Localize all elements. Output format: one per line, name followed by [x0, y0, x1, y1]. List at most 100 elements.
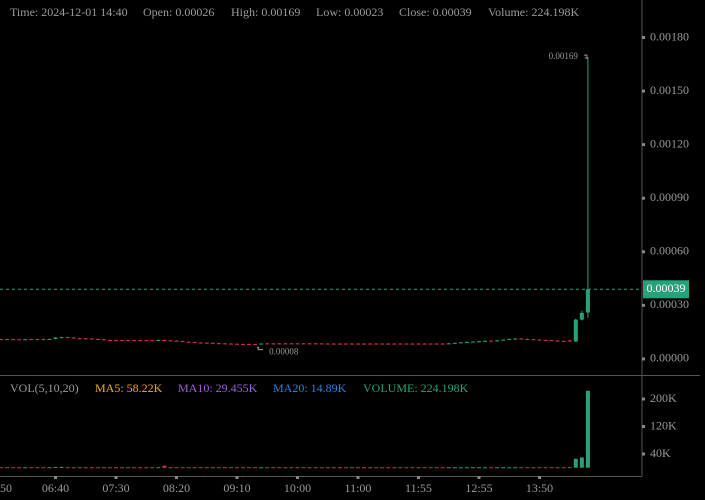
candle-body: [289, 343, 294, 345]
candle-body: [198, 342, 203, 344]
candle-body: [579, 312, 584, 320]
volume-bar: [204, 467, 209, 469]
candle-body: [295, 343, 300, 345]
x-tick-mark: [235, 476, 239, 479]
volume-bar: [295, 467, 300, 469]
candle-body: [126, 340, 131, 342]
volume-bar: [434, 467, 439, 469]
volume-bar: [198, 467, 203, 469]
volume-bar: [35, 467, 40, 469]
volume-bar: [477, 467, 481, 469]
x-tick-mark: [54, 476, 57, 479]
info-bar: Time: 2024-12-01 14:40 Open: 0.00026 High:…: [10, 5, 579, 19]
volume-bar: [483, 467, 488, 469]
y-tick-label: 0.00150: [650, 83, 689, 97]
candle-body: [519, 338, 524, 340]
volume-bar: [271, 467, 276, 469]
volume-bar: [313, 467, 318, 469]
volume-bar: [380, 467, 385, 469]
candle-body: [29, 339, 34, 341]
legend-value: 58.22K: [127, 381, 163, 395]
candle-body: [392, 343, 397, 345]
y-tick-label: 0.00090: [650, 190, 689, 204]
candle-body: [561, 340, 566, 342]
volume-bar: [41, 467, 46, 469]
legend-label: VOLUME:: [363, 381, 418, 395]
candle-body: [489, 340, 494, 342]
volume-bar: [368, 467, 373, 469]
info-item: High: 0.00169: [231, 5, 300, 19]
volume-bar: [283, 467, 288, 469]
volume-bar: [573, 458, 578, 468]
candle-body: [537, 339, 542, 341]
candle-body: [446, 343, 451, 345]
x-tick-label: 10:00: [284, 481, 311, 495]
candle-body: [416, 343, 421, 345]
volume-bar: [83, 467, 88, 469]
candle-body: [271, 343, 276, 345]
candle-body: [216, 343, 221, 345]
candle-body: [83, 338, 88, 340]
info-value: 0.00026: [175, 5, 214, 19]
x-tick-label: 07:30: [102, 481, 129, 495]
candle-body: [549, 340, 554, 342]
candle-body: [374, 343, 379, 345]
volume-bar: [392, 467, 397, 469]
candle-body: [513, 338, 518, 340]
volume-bar: [440, 467, 445, 469]
volume-bar: [210, 467, 215, 469]
candle-body: [0, 339, 4, 341]
y-tick-mark: [642, 143, 645, 147]
x-tick-mark: [538, 476, 541, 479]
y-tick-mark: [642, 89, 645, 93]
last-price-box: [643, 280, 689, 299]
volume-bar: [325, 467, 330, 469]
candle-body: [5, 339, 10, 341]
volume-bar: [307, 467, 312, 469]
volume-bar: [247, 467, 252, 469]
candle-body: [525, 338, 530, 340]
volume-bar: [95, 467, 100, 469]
x-tick-label: 09:10: [223, 481, 250, 495]
volume-bar: [470, 467, 475, 469]
candle-body: [53, 337, 58, 339]
candle-body: [319, 343, 324, 345]
volume-bar: [531, 467, 536, 469]
candle-body: [168, 340, 173, 342]
candle-body: [47, 338, 52, 340]
x-tick-label: 11:55: [405, 481, 432, 495]
candle-body: [156, 340, 161, 341]
candle-body: [307, 343, 312, 345]
volume-tick-label: 40K: [650, 446, 671, 460]
volume-bar: [452, 467, 457, 469]
info-label: High:: [231, 5, 258, 19]
candle-body: [434, 343, 439, 345]
volume-bar: [186, 467, 191, 469]
volume-bar: [120, 467, 125, 469]
volume-bar: [138, 467, 143, 469]
candle-body: [162, 340, 167, 341]
candle-body: [174, 340, 179, 342]
y-tick-mark: [642, 36, 645, 39]
candle-body: [301, 343, 306, 345]
candle-body: [313, 343, 318, 345]
candle-body: [452, 342, 457, 344]
volume-legend-item: VOLUME: 224.198K: [363, 381, 469, 395]
x-tick-label: 06:40: [42, 481, 69, 495]
x-tick-mark: [175, 476, 178, 479]
volume-bar: [537, 467, 542, 469]
x-tick-mark: [477, 476, 481, 479]
candle-body: [89, 338, 94, 340]
low-marker-label: 0.00008: [269, 347, 299, 357]
volume-bar: [525, 467, 530, 469]
volume-bar: [71, 467, 76, 469]
x-tick-mark: [417, 476, 420, 479]
volume-bar: [174, 467, 179, 469]
volume-bar: [507, 467, 512, 469]
candle-body: [192, 342, 197, 344]
candle-body: [35, 339, 40, 341]
volume-bar: [343, 467, 348, 469]
volume-bar: [549, 467, 554, 469]
y-tick-mark: [642, 196, 645, 200]
